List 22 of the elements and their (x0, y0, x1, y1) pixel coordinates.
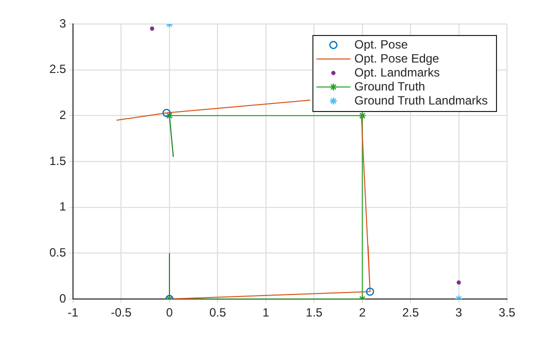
legend-label: Ground Truth Landmarks (354, 93, 488, 108)
x-tick-label: 1.5 (306, 306, 323, 320)
y-tick-label: 0 (59, 291, 66, 306)
legend-label: Opt. Landmarks (354, 65, 440, 80)
x-tick-label: 3.5 (498, 306, 516, 320)
legend-label: Opt. Pose (354, 37, 408, 52)
legend-label: Ground Truth (354, 79, 426, 94)
x-tick-label: -0.5 (110, 306, 132, 320)
y-tick-label: 1 (59, 200, 66, 214)
y-tick-label: 3 (59, 16, 66, 30)
x-tick-label: 0 (166, 306, 174, 320)
x-tick-label: -1 (68, 306, 79, 320)
y-tick-label: 2 (59, 108, 66, 122)
x-tick-label: 2 (358, 306, 366, 320)
legend-label: Opt. Pose Edge (354, 51, 440, 66)
y-tick-label: 2.5 (49, 62, 66, 76)
y-tick-label: 0.5 (49, 245, 66, 260)
y-tick-label: 1.5 (49, 154, 66, 168)
x-tick-label: 0.5 (209, 306, 226, 320)
x-tick-label: 3 (455, 306, 462, 320)
x-tick-label: 1 (262, 306, 270, 320)
x-tick-label: 2.5 (402, 306, 420, 320)
